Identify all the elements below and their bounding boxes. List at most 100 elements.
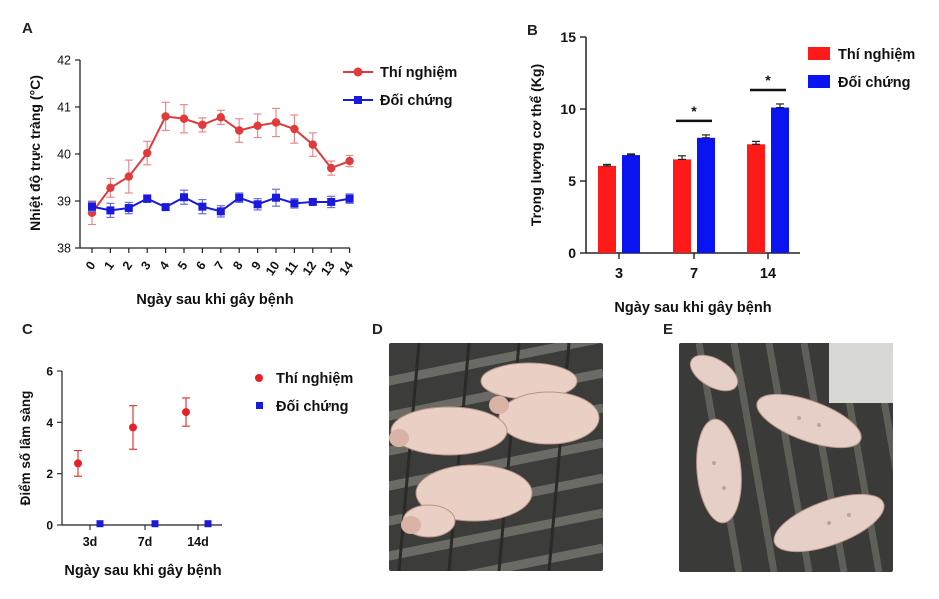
chart-a-point-experimental [124, 172, 133, 181]
chart-c-legend-label-control: Đối chứng [276, 399, 349, 415]
chart-a-x-tick-label: 4 [157, 259, 172, 273]
chart-c-legend-label-experimental: Thí nghiệm [276, 371, 353, 387]
pigs-illustration-d [389, 343, 603, 571]
chart-b-y-tick-label: 15 [560, 29, 576, 45]
chart-c-point-control [96, 520, 104, 528]
chart-c-y-axis-title: Điểm số lâm sàng [18, 391, 33, 506]
chart-b-significance-label: * [691, 103, 697, 119]
chart-c-x-tick-label: 14d [187, 535, 209, 549]
chart-b-x-tick-label: 7 [690, 266, 698, 282]
chart-c-y-tick-label: 4 [46, 416, 53, 430]
chart-a-point-experimental [216, 113, 225, 122]
chart-c-legend-marker-experimental [255, 374, 263, 382]
chart-c-x-tick-label: 3d [83, 535, 98, 549]
chart-a-x-tick-label: 11 [282, 259, 301, 278]
chart-a-y-axis-title: Nhiệt độ trực tràng (°C) [27, 75, 43, 231]
chart-b-y-tick-label: 10 [560, 101, 576, 117]
chart-b-bar-control [771, 107, 789, 253]
chart-a-point-experimental [290, 124, 299, 134]
chart-c-y-tick-label: 2 [46, 467, 53, 481]
chart-a-point-experimental [106, 183, 115, 193]
chart-a-point-control [253, 200, 262, 209]
chart-c-point-control [204, 520, 212, 528]
chart-b-legend-swatch-experimental [808, 47, 830, 60]
chart-a-point-control [272, 193, 280, 202]
chart-c-x-axis-title: Ngày sau khi gây bệnh [64, 563, 221, 579]
chart-a-x-tick-label: 8 [230, 259, 245, 273]
chart-a-point-experimental [235, 126, 244, 135]
chart-b-y-axis-title: Trọng lượng cơ thể (Kg) [528, 64, 544, 226]
chart-a-point-control [235, 193, 244, 202]
chart-c-point-experimental [129, 423, 137, 432]
panel-label-d: D [372, 321, 383, 338]
chart-a-point-experimental [143, 148, 152, 158]
chart-a-point-experimental [87, 208, 97, 217]
chart-a-x-tick-label: 10 [263, 259, 282, 278]
chart-a-x-tick-label: 12 [300, 259, 319, 278]
chart-a-point-control [198, 202, 207, 211]
chart-c-point-experimental [74, 459, 82, 468]
chart-a-legend-label-experimental: Thí nghiệm [380, 65, 457, 81]
chart-a-point-control [345, 194, 354, 203]
chart-b-bar-control [697, 137, 715, 253]
chart-a-point-experimental [327, 163, 336, 173]
chart-a-point-control [124, 204, 133, 213]
photo-d-pigs-experimental [389, 343, 603, 571]
chart-a-point-control [106, 206, 115, 215]
photo-e-pigs-control [679, 343, 893, 572]
chart-b-bar-experimental [747, 144, 765, 253]
chart-c-point-control [151, 520, 159, 528]
chart-c-y-tick-label: 0 [46, 519, 53, 533]
chart-a-point-control [216, 207, 225, 216]
chart-b-y-tick-label: 5 [568, 173, 576, 189]
chart-a-x-tick-label: 5 [175, 259, 190, 273]
chart-a-point-control [308, 197, 317, 206]
chart-a-point-control [180, 193, 188, 202]
chart-a-point-experimental [179, 114, 189, 123]
pigs-illustration-e [679, 343, 893, 572]
chart-a-y-tick-label: 40 [57, 148, 71, 162]
chart-a-point-control [88, 202, 96, 211]
chart-c-legend-marker-control [256, 402, 263, 409]
chart-c-x-tick-label: 7d [138, 535, 153, 549]
chart-a-x-tick-label: 13 [318, 259, 337, 278]
chart-a-x-axis-title: Ngày sau khi gây bệnh [136, 292, 293, 308]
chart-a-point-experimental [253, 121, 262, 130]
chart-a-point-experimental [198, 120, 207, 130]
chart-b-x-axis-title: Ngày sau khi gây bệnh [614, 300, 771, 316]
chart-a-x-tick-label: 6 [193, 259, 208, 273]
chart-a-y-tick-label: 42 [57, 54, 71, 68]
chart-b-x-tick-label: 3 [615, 266, 623, 282]
chart-c-point-experimental [182, 408, 190, 417]
chart-a-x-tick-label: 7 [212, 259, 227, 273]
chart-a-x-tick-label: 3 [138, 259, 153, 273]
chart-a-point-experimental [271, 118, 281, 127]
chart-a-legend-marker-control [354, 96, 362, 104]
chart-b-significance-label: * [765, 72, 771, 88]
chart-a-x-tick-label: 1 [101, 259, 116, 273]
chart-a-point-experimental [308, 140, 317, 149]
panel-label-b: B [527, 22, 538, 39]
chart-a-point-experimental [345, 156, 354, 166]
chart-a-point-experimental [161, 112, 170, 121]
chart-b-legend-label-control: Đối chứng [838, 75, 911, 91]
chart-a-y-tick-label: 41 [57, 101, 71, 115]
chart-b-bar-control [622, 155, 640, 253]
chart-b-y-tick-label: 0 [568, 245, 576, 261]
chart-a-x-tick-label: 2 [120, 259, 135, 273]
panel-label-c: C [22, 321, 33, 338]
chart-b-legend-label-experimental: Thí nghiệm [838, 47, 915, 63]
chart-b-bar-experimental [673, 159, 691, 253]
chart-a-point-control [327, 197, 336, 206]
panel-label-e: E [663, 321, 674, 338]
chart-a-point-control [290, 199, 299, 208]
panel-label-a: A [22, 20, 33, 37]
chart-b-bar-experimental [598, 165, 616, 253]
chart-b-legend-swatch-control [808, 75, 830, 88]
chart-a-y-tick-label: 38 [57, 242, 71, 256]
chart-a-y-tick-label: 39 [57, 195, 71, 209]
chart-a-x-tick-label: 14 [337, 259, 356, 278]
chart-a-point-control [161, 203, 170, 212]
chart-a-legend-marker-experimental [353, 67, 363, 77]
